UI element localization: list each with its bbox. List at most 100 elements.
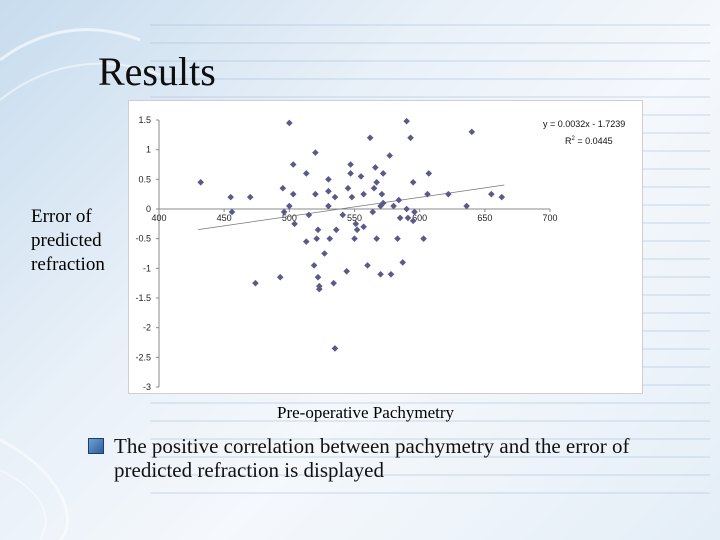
data-point	[468, 128, 476, 136]
data-point	[289, 190, 297, 198]
data-point	[330, 279, 337, 287]
data-point	[252, 279, 259, 287]
data-point	[360, 190, 367, 198]
data-point	[403, 205, 410, 213]
data-point	[386, 152, 393, 159]
data-point	[197, 179, 205, 186]
trendline	[198, 184, 505, 231]
data-point	[331, 345, 339, 352]
data-point	[326, 235, 334, 242]
data-point	[314, 273, 322, 281]
data-point	[286, 202, 293, 210]
data-point	[394, 235, 401, 242]
data-point	[227, 193, 234, 201]
chart-canvas: 1.5 1 0.5 0 -0.5 -1 -1.5 -2 -2.5 -3 400 450 500 550 60…	[135, 115, 625, 392]
data-point	[344, 184, 352, 192]
data-point	[498, 193, 506, 201]
data-point	[289, 161, 297, 168]
data-point	[425, 170, 433, 177]
data-point	[404, 214, 412, 222]
data-point	[357, 173, 365, 180]
y-tick-label: -1.5	[135, 293, 151, 303]
y-tick-label: 0.5	[138, 174, 151, 184]
y-tick-label: 1.5	[138, 115, 151, 125]
data-point	[409, 217, 417, 225]
data-point	[312, 149, 319, 156]
data-point	[332, 226, 340, 234]
r-squared-label: R2 = 0.0445	[565, 136, 613, 146]
data-point	[377, 270, 384, 278]
y-tick-label: -0.5	[135, 234, 151, 244]
data-point	[379, 170, 387, 177]
data-point	[325, 187, 332, 195]
data-point	[360, 223, 367, 231]
x-tick-label: 700	[542, 213, 557, 223]
x-tick-label: 600	[412, 213, 427, 223]
data-point	[387, 270, 395, 278]
data-point	[353, 226, 361, 234]
data-point	[313, 235, 321, 242]
y-tick-label: -1	[143, 263, 151, 273]
data-point	[302, 238, 310, 245]
data-point	[314, 226, 322, 234]
square-bullet-icon	[88, 438, 104, 454]
x-tick-label: 500	[282, 213, 297, 223]
data-point	[351, 235, 358, 242]
slide-title: Results	[98, 49, 216, 94]
y-tick-label: 0	[146, 204, 151, 214]
y-axis-label: Error of predicted refraction	[31, 206, 105, 275]
data-point	[347, 170, 354, 177]
data-point	[279, 184, 287, 192]
data-point	[347, 161, 354, 168]
data-point	[407, 134, 414, 142]
trend-equation: y = 0.0032x - 1.7239	[543, 119, 625, 129]
y-tick-label: -3	[143, 382, 151, 392]
bullet-text: The positive correlation between pachyme…	[114, 434, 630, 482]
data-point	[396, 214, 404, 222]
data-point	[302, 170, 310, 177]
data-point	[395, 196, 403, 204]
data-point	[321, 250, 328, 257]
x-tick-label: 550	[347, 213, 362, 223]
data-point	[366, 134, 374, 142]
data-point	[488, 190, 495, 198]
data-point	[276, 273, 284, 281]
scatter-chart: 1.5 1 0.5 0 -0.5 -1 -1.5 -2 -2.5 -3 400 450 500 550 60…	[128, 100, 643, 394]
data-point	[339, 211, 347, 219]
data-point	[403, 117, 410, 125]
data-point	[364, 262, 371, 269]
x-tick-label: 400	[151, 213, 166, 223]
data-point	[373, 235, 380, 242]
data-point	[286, 119, 293, 127]
data-point	[390, 202, 397, 210]
data-point	[372, 164, 379, 171]
y-tick-label: 1	[146, 145, 151, 155]
data-point	[348, 193, 356, 201]
data-point	[463, 202, 470, 210]
data-point	[409, 179, 417, 186]
data-point	[369, 208, 377, 216]
data-point	[399, 259, 407, 266]
x-tick-label: 450	[217, 213, 232, 223]
y-tick-label: -2	[143, 323, 151, 333]
data-point	[352, 220, 360, 228]
data-point	[325, 176, 332, 183]
data-point	[373, 179, 380, 186]
x-axis-label: Pre-operative Pachymetry	[277, 403, 455, 422]
data-point	[246, 193, 254, 201]
data-point	[343, 268, 350, 275]
data-point	[310, 262, 318, 269]
data-point	[420, 235, 427, 242]
data-point	[325, 202, 332, 210]
y-tick-label: -2.5	[135, 352, 151, 362]
data-point	[378, 190, 386, 198]
data-point	[411, 208, 418, 216]
data-point	[316, 285, 323, 293]
data-point	[312, 190, 319, 198]
x-tick-label: 650	[477, 213, 492, 223]
data-point	[305, 211, 313, 219]
data-point	[370, 184, 378, 192]
data-point	[331, 193, 339, 201]
data-point	[445, 190, 452, 198]
